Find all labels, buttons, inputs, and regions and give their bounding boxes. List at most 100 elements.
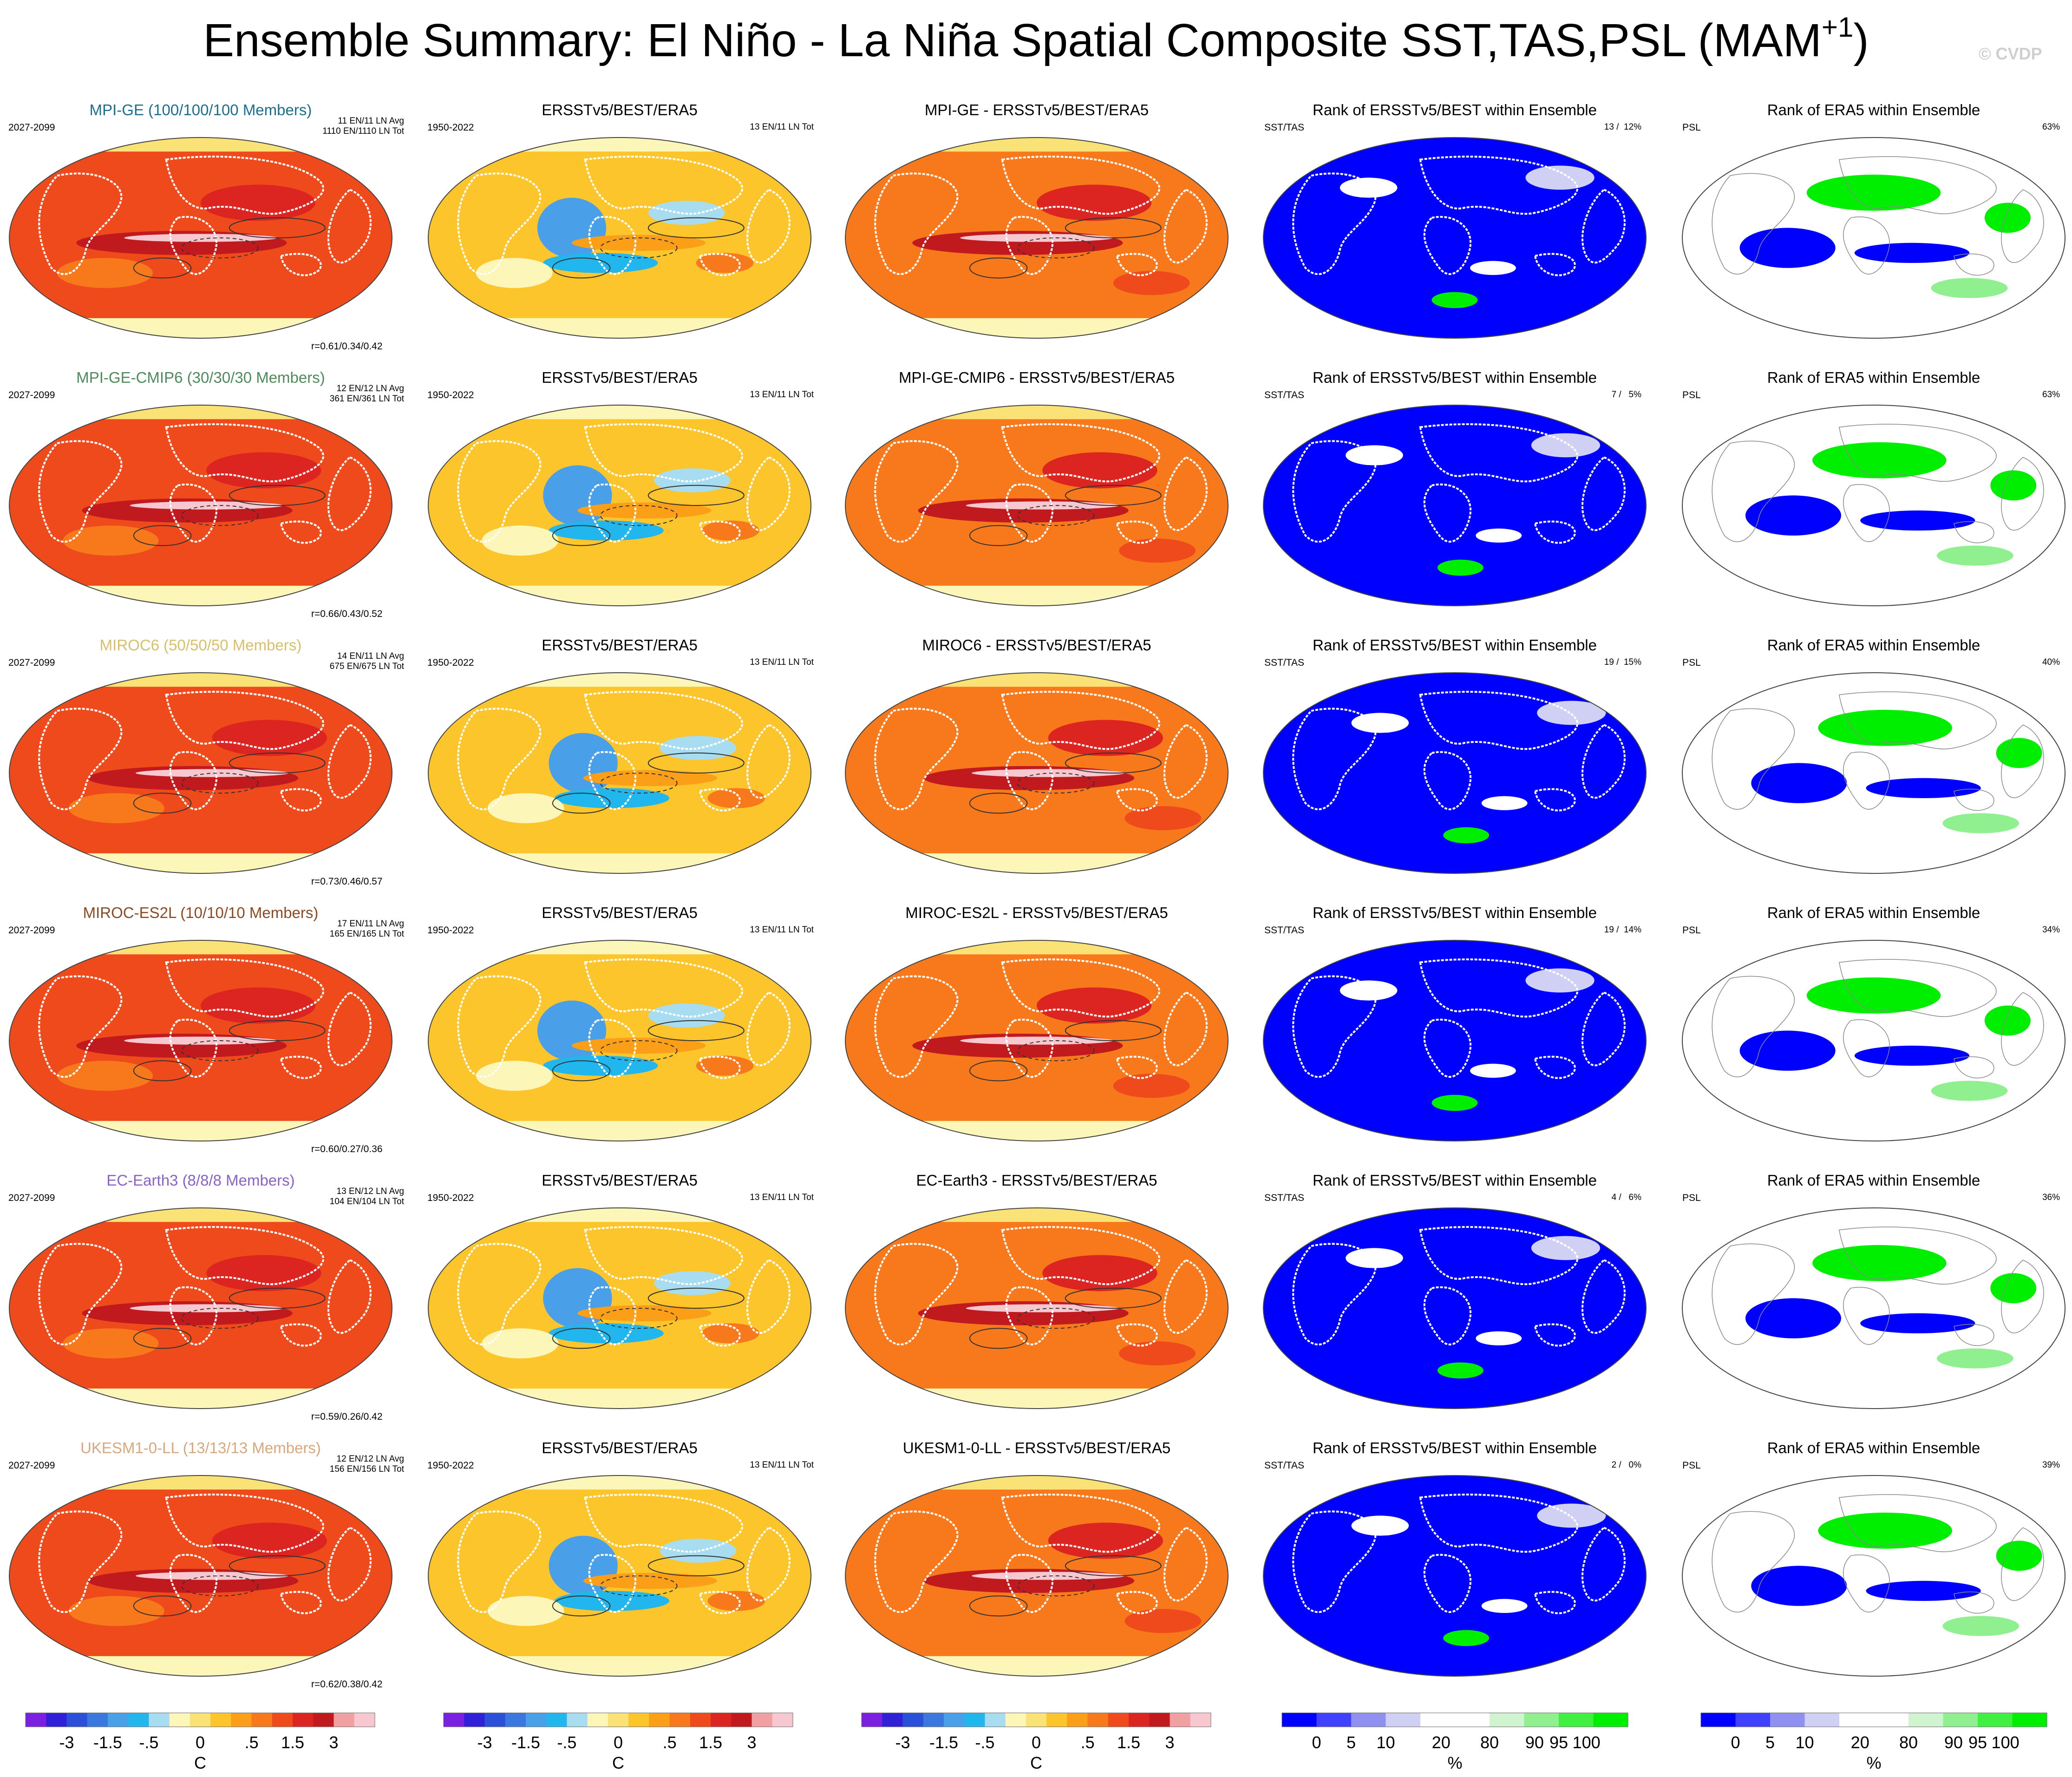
- coastline: [280, 520, 322, 544]
- anomaly-region: [1351, 1515, 1409, 1536]
- colorbar-tick-label: 0: [1312, 1733, 1321, 1752]
- model-title: MIROC-ES2L (10/10/10 Members): [83, 904, 319, 921]
- colorbar-tick-label: 90: [1525, 1733, 1544, 1752]
- anomaly-region: [1745, 495, 1841, 536]
- anomaly-region: [1537, 701, 1606, 725]
- anomaly-region: [482, 1328, 559, 1358]
- anomaly-region: [130, 501, 283, 510]
- model-years: 2027-2099: [8, 657, 55, 668]
- coastline: [1954, 1591, 1994, 1614]
- coastline: [1581, 188, 1626, 264]
- anomaly-region: [904, 1596, 1000, 1626]
- anomaly-region: [283, 1341, 359, 1366]
- map-panel-r4-c4: [1263, 940, 1647, 1141]
- colorbar-swatch: [690, 1713, 711, 1727]
- map-panel-r5-c2: [428, 1207, 811, 1409]
- anomaly-region: [1470, 1063, 1516, 1078]
- anomaly-region: [487, 793, 564, 823]
- difference-title: MIROC6 - ERSSTv5/BEST/ERA5: [922, 636, 1151, 654]
- coastline: [1116, 520, 1158, 544]
- coastline: [588, 1286, 637, 1345]
- coastline: [1423, 751, 1472, 810]
- psl-contour: [229, 1555, 326, 1576]
- coastline: [1534, 788, 1576, 812]
- coastline: [1005, 1554, 1054, 1613]
- psl-contour: [969, 525, 1028, 546]
- anomaly-region: [1476, 528, 1522, 543]
- coastline: [1001, 958, 1160, 1018]
- anomaly-region: [1996, 1541, 2042, 1571]
- anomaly-region: [201, 184, 316, 221]
- anomaly-region: [283, 538, 359, 563]
- colorbar-swatch: [169, 1713, 190, 1727]
- model-title: MIROC6 (50/50/50 Members): [99, 636, 302, 654]
- colorbar-swatch: [882, 1713, 903, 1727]
- model-event-counts: 13 EN/12 LN Avg 104 EN/104 LN Tot: [329, 1187, 404, 1207]
- coastline: [1163, 456, 1208, 531]
- anomaly-region: [654, 1271, 731, 1295]
- colorbar-swatch: [1701, 1713, 1736, 1727]
- anomaly-region: [1119, 1341, 1196, 1366]
- colorbar-temperature-2: -3 -1.5 -.5 0 .5 1.5 3 C: [443, 1712, 793, 1772]
- obs-years: 1950-2022: [427, 657, 474, 668]
- obs-event-counts: 13 EN/11 LN Tot: [750, 657, 814, 667]
- anomaly-region: [1751, 763, 1847, 803]
- psl-contour: [552, 257, 611, 279]
- coastline: [1001, 423, 1160, 483]
- anomaly-region: [966, 1304, 1119, 1312]
- colorbar-swatch: [251, 1713, 273, 1727]
- colorbar-swatch: [444, 1713, 464, 1727]
- rank-sst-value: 13 / 12%: [1604, 122, 1641, 132]
- anomaly-region: [1537, 1503, 1606, 1528]
- coastline: [165, 156, 324, 215]
- colorbar-swatch: [1943, 1713, 1978, 1727]
- coastline: [1116, 788, 1158, 812]
- psl-contour: [1065, 485, 1162, 506]
- coastline: [1843, 216, 1890, 275]
- rank-psl-value: 63%: [2042, 122, 2060, 132]
- coastline: [1423, 1554, 1472, 1613]
- psl-contour: [133, 257, 192, 279]
- coastline: [584, 691, 743, 750]
- coastline: [38, 172, 123, 275]
- colorbar-swatch: [669, 1713, 691, 1727]
- coastline: [1843, 1554, 1890, 1613]
- psl-contour: [229, 217, 326, 238]
- difference-title: UKESM1-0-LL - ERSSTv5/BEST/ERA5: [902, 1439, 1171, 1456]
- colorbar-swatch: [964, 1713, 985, 1727]
- rank-psl-tag: PSL: [1682, 390, 1701, 400]
- colorbar-swatch: [567, 1713, 588, 1727]
- anomaly-region: [1860, 510, 1975, 531]
- colorbar-swatch: [272, 1713, 293, 1727]
- obs-event-counts: 13 EN/11 LN Tot: [750, 925, 814, 935]
- coastline: [1712, 976, 1795, 1077]
- anomaly-region: [1854, 1045, 1969, 1066]
- psl-contour: [181, 1575, 259, 1597]
- model-title: UKESM1-0-LL (13/13/13 Members): [80, 1439, 321, 1456]
- anomaly-region: [1806, 174, 1941, 211]
- anomaly-region: [1346, 445, 1403, 466]
- coastline: [1163, 723, 1208, 799]
- difference-title: MPI-GE - ERSSTv5/BEST/ERA5: [924, 101, 1149, 118]
- colorbar-swatch: [46, 1713, 67, 1727]
- map-panel-r1-c5: [1682, 137, 2065, 339]
- anomaly-region: [1751, 1566, 1847, 1606]
- coastline: [588, 751, 637, 810]
- coastline: [1001, 1494, 1160, 1553]
- coastline: [584, 958, 743, 1018]
- map-panel-r2-c1: [9, 405, 392, 606]
- rank-psl-title: Rank of ERA5 within Ensemble: [1767, 636, 1980, 654]
- map-panel-r5-c4: [1263, 1207, 1647, 1409]
- map-panel-r3-c1: [9, 672, 392, 874]
- rank-sst-title: Rank of ERSSTv5/BEST within Ensemble: [1313, 636, 1597, 654]
- colorbar-swatch: [1735, 1713, 1771, 1727]
- coastline: [457, 1510, 542, 1613]
- anomaly-region: [577, 502, 712, 519]
- coastline: [1712, 173, 1795, 275]
- coastline: [1001, 1226, 1160, 1285]
- coastline: [327, 723, 372, 799]
- anomaly-region: [212, 1522, 327, 1559]
- anomaly-region: [1525, 968, 1595, 993]
- colorbar-swatch: [1559, 1713, 1594, 1727]
- rank-psl-title: Rank of ERA5 within Ensemble: [1767, 904, 1980, 921]
